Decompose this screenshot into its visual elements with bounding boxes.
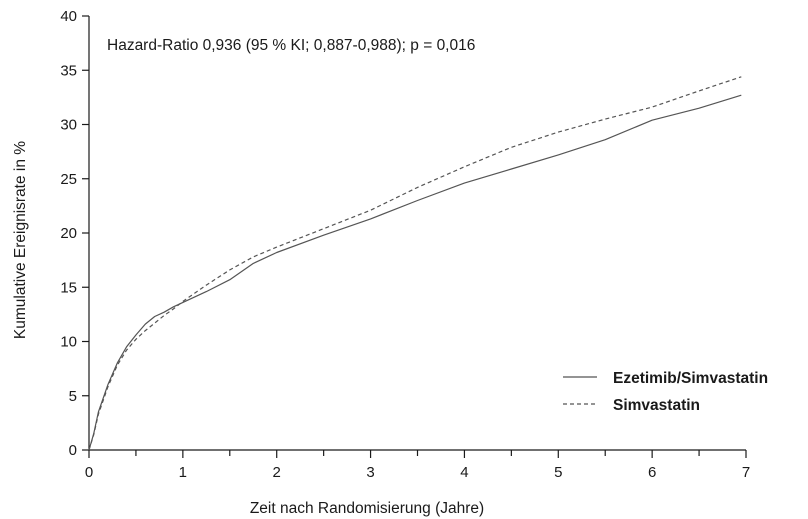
y-tick-label: 35 [60,62,77,79]
x-ticks: 0 1 2 3 4 5 6 7 [85,450,750,481]
legend: Ezetimib/Simvastatin Simvastatin [563,370,768,414]
x-tick-label: 2 [273,464,281,481]
y-tick-label: 5 [69,388,77,405]
x-tick-label: 3 [366,464,374,481]
legend-item-simvastatin: Simvastatin [563,397,700,414]
y-tick-label: 10 [60,334,77,351]
x-tick-label: 6 [648,464,656,481]
x-axis-title: Zeit nach Randomisierung (Jahre) [250,500,484,517]
x-tick-label: 7 [742,464,750,481]
y-ticks: 0 5 10 15 20 25 30 35 40 [60,8,89,459]
legend-label-simvastatin: Simvastatin [613,397,700,414]
x-tick-label: 4 [460,464,468,481]
legend-label-ezetimib-simvastatin: Ezetimib/Simvastatin [613,370,768,387]
y-tick-label: 40 [60,8,77,25]
y-tick-label: 0 [69,442,77,459]
hazard-ratio-annotation: Hazard-Ratio 0,936 (95 % KI; 0,887-0,988… [107,37,475,54]
series-line-ezetimib-simvastatin [88,94,742,451]
x-tick-label: 1 [179,464,187,481]
y-tick-label: 30 [60,117,77,134]
x-tick-label: 5 [554,464,562,481]
series-line-simvastatin [88,76,742,451]
series-layer [88,76,742,451]
y-axis-title: Kumulative Ereignisrate in % [12,141,29,339]
y-tick-label: 25 [60,171,77,188]
y-tick-label: 15 [60,279,77,296]
legend-item-ezetimib-simvastatin: Ezetimib/Simvastatin [563,370,768,387]
y-tick-label: 20 [60,225,77,242]
x-tick-label: 0 [85,464,93,481]
